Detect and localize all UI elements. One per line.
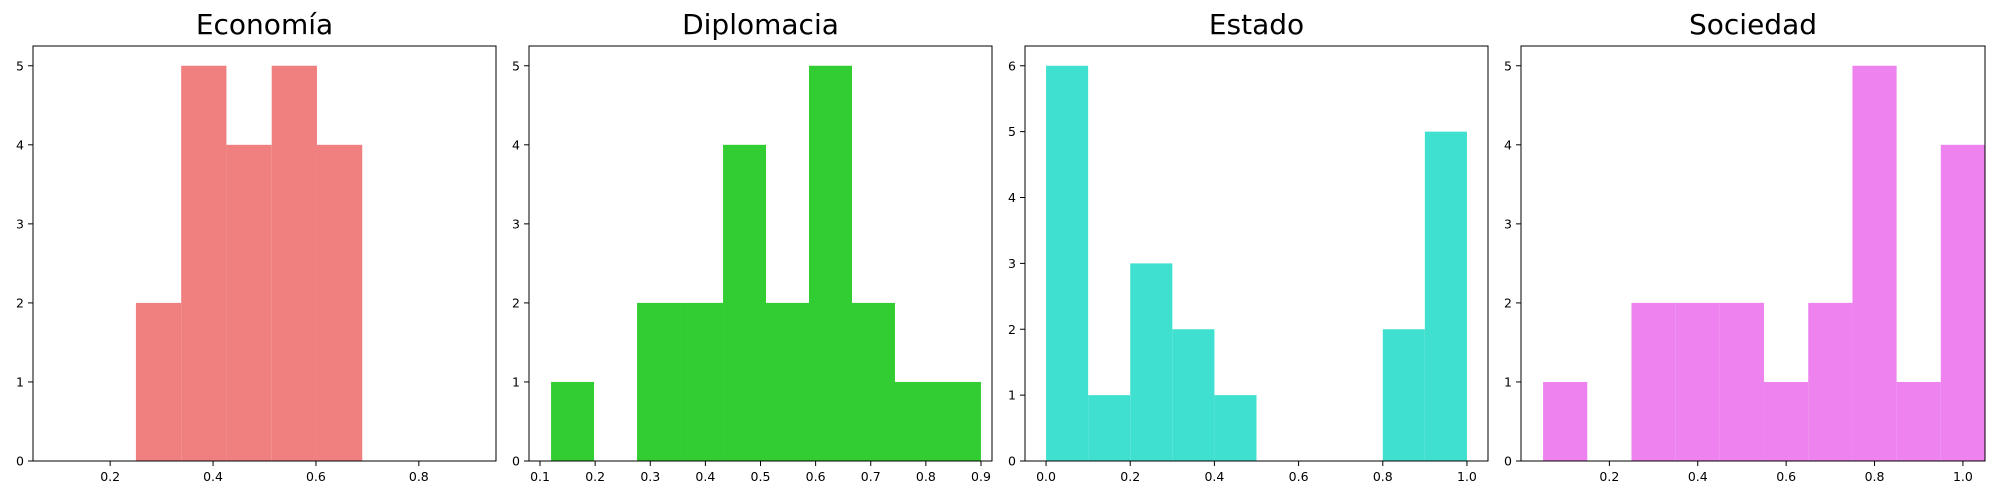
y-tick-label: 3 — [1008, 256, 1016, 271]
histogram-panel-3: Estado 0.0 0.2 0.4 0.6 0.8 1.0 0 1 2 3 4 5 6 — [1008, 8, 1489, 484]
y-tick-label: 2 — [16, 295, 24, 310]
histogram-bar — [937, 381, 981, 461]
x-tick-label: 0.8 — [409, 469, 429, 484]
x-tick-label: 0.6 — [1289, 469, 1309, 484]
histogram-panel-4: Sociedad 0.2 0.4 0.6 0.8 1.0 0 1 2 3 4 5 — [1504, 8, 1986, 484]
y-tick-label: 2 — [512, 295, 520, 310]
y-tick-label: 5 — [1504, 58, 1512, 73]
histogram-bar — [1940, 144, 1985, 462]
x-tick-label: 0.0 — [1036, 469, 1056, 484]
histogram-bar — [1172, 329, 1215, 461]
y-tick-label: 2 — [1504, 295, 1512, 310]
x-tick-label: 0.2 — [1120, 469, 1140, 484]
histogram-bar — [1896, 381, 1941, 461]
y-tick-label: 3 — [512, 216, 520, 231]
y-tick-label: 0 — [16, 454, 24, 469]
histogram-bar — [1675, 302, 1720, 461]
histogram-bar — [1130, 263, 1173, 461]
histogram-bar — [1214, 395, 1257, 461]
histogram-bar — [316, 144, 363, 462]
histogram-bar — [766, 302, 810, 461]
y-tick-label: 5 — [16, 58, 24, 73]
y-tick-label: 4 — [1504, 137, 1512, 152]
y-tick-label: 1 — [1504, 374, 1512, 389]
y-tick-label: 5 — [1008, 124, 1016, 139]
x-tick-label: 0.4 — [1204, 469, 1224, 484]
x-tick-label: 0.4 — [203, 469, 223, 484]
histogram-bar — [1808, 302, 1853, 461]
histogram-panel-2: Diplomacia 0.1 0.2 0.3 0.4 0.5 0.6 0.7 0.8 0.9 0 1 2… — [512, 8, 993, 484]
histogram-bar — [1088, 395, 1131, 461]
histogram-bar — [226, 144, 272, 462]
histogram-bar — [851, 302, 895, 461]
y-tick-label: 1 — [512, 374, 520, 389]
y-tick-label: 0 — [1504, 454, 1512, 469]
y-tick-label: 3 — [16, 216, 24, 231]
x-tick-label: 0.9 — [971, 469, 991, 484]
chart-title: Estado — [1209, 8, 1304, 41]
histogram-panel-1: Economía 0.2 0.4 0.6 0.8 0 1 2 3 4 5 — [16, 8, 497, 484]
y-tick-label: 0 — [512, 454, 520, 469]
x-tick-label: 0.6 — [1776, 469, 1796, 484]
x-tick-label: 0.2 — [100, 469, 120, 484]
histogram-bar — [271, 65, 317, 461]
x-tick-label: 0.8 — [916, 469, 936, 484]
histogram-bar — [1852, 65, 1897, 461]
y-tick-label: 5 — [512, 58, 520, 73]
y-tick-label: 1 — [1008, 388, 1016, 403]
y-tick-label: 0 — [1008, 454, 1016, 469]
y-tick-label: 4 — [16, 137, 24, 152]
histogram-bar — [181, 65, 227, 461]
histogram-bar — [1382, 329, 1425, 461]
x-tick-label: 0.1 — [530, 469, 550, 484]
x-tick-label: 0.2 — [585, 469, 605, 484]
axes-frame — [1520, 45, 1986, 462]
y-tick-label: 1 — [16, 374, 24, 389]
histogram-bar — [894, 381, 938, 461]
y-tick-label: 4 — [1008, 190, 1016, 205]
chart-title: Sociedad — [1689, 8, 1817, 41]
x-tick-label: 0.4 — [695, 469, 715, 484]
axes-frame — [32, 45, 497, 462]
histogram-bar — [1543, 381, 1588, 461]
histogram-bar — [551, 381, 595, 461]
histogram-bar — [809, 65, 852, 461]
chart-title: Diplomacia — [682, 8, 839, 41]
chart-title: Economía — [196, 8, 333, 41]
histogram-bar — [1631, 302, 1676, 461]
x-tick-label: 0.6 — [306, 469, 326, 484]
x-tick-label: 0.8 — [1373, 469, 1393, 484]
y-tick-label: 2 — [1008, 322, 1016, 337]
histogram-bar — [1424, 131, 1467, 461]
x-tick-label: 0.5 — [751, 469, 771, 484]
y-tick-label: 4 — [512, 137, 520, 152]
x-tick-label: 0.8 — [1865, 469, 1885, 484]
x-tick-label: 1.0 — [1457, 469, 1477, 484]
x-tick-label: 1.0 — [1953, 469, 1973, 484]
histogram-bar — [1046, 65, 1089, 461]
x-tick-label: 0.7 — [861, 469, 881, 484]
histogram-bar — [723, 144, 767, 462]
y-tick-label: 6 — [1008, 58, 1016, 73]
x-tick-label: 0.4 — [1688, 469, 1708, 484]
x-tick-label: 0.2 — [1599, 469, 1619, 484]
histogram-bar — [135, 302, 182, 461]
y-tick-label: 3 — [1504, 216, 1512, 231]
axes-frame — [1024, 45, 1489, 462]
histogram-bar — [1719, 302, 1765, 461]
histogram-bar — [680, 302, 724, 461]
histogram-bar — [637, 302, 681, 461]
histogram-bar — [1764, 381, 1809, 461]
x-tick-label: 0.3 — [640, 469, 660, 484]
x-tick-label: 0.6 — [806, 469, 826, 484]
